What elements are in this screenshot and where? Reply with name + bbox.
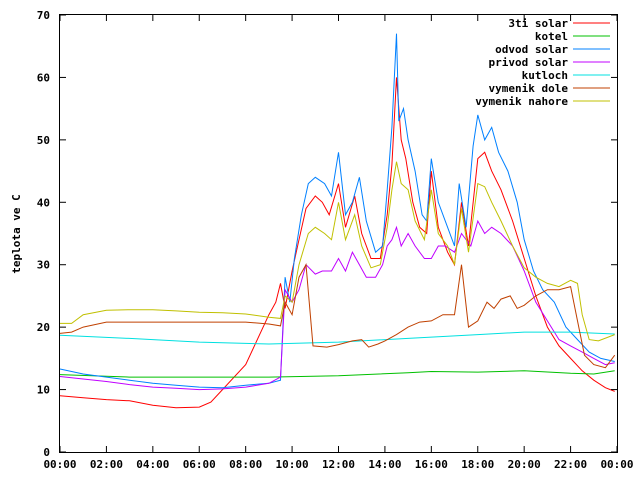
legend-label-5: vymenik dole	[489, 82, 569, 95]
y-tick-label-1: 10	[37, 384, 50, 397]
y-tick-label-3: 30	[37, 259, 50, 272]
y-tick-label-5: 50	[37, 134, 50, 147]
x-tick-label-5: 10:00	[276, 458, 309, 471]
x-tick-label-12: 00:00	[600, 458, 633, 471]
x-tick-label-10: 20:00	[508, 458, 541, 471]
series-line-5	[59, 263, 616, 369]
series-line-6	[60, 161, 615, 342]
y-tick-label-2: 20	[37, 321, 50, 334]
series-layer	[59, 33, 616, 409]
legend-label-4: kutloch	[522, 69, 568, 82]
legend-label-2: odvod solar	[495, 43, 568, 56]
y-axis-title: teplota ve C	[10, 194, 23, 273]
x-tick-label-1: 02:00	[90, 458, 123, 471]
x-tick-label-8: 16:00	[415, 458, 448, 471]
x-tick-label-7: 14:00	[368, 458, 401, 471]
x-tick-label-2: 04:00	[136, 458, 169, 471]
y-tick-label-6: 60	[37, 71, 50, 84]
legend-label-3: privod solar	[489, 56, 569, 69]
plot-frame	[59, 14, 618, 453]
legend-label-6: vymenik nahore	[475, 95, 568, 108]
x-tick-label-0: 00:00	[43, 458, 76, 471]
series-line-0	[59, 77, 615, 409]
x-tick-label-11: 22:00	[554, 458, 587, 471]
series-line-2	[59, 33, 615, 389]
x-tick-label-6: 12:00	[322, 458, 355, 471]
y-tick-label-0: 0	[43, 446, 50, 459]
series-line-3	[59, 219, 615, 391]
x-tick-label-4: 08:00	[229, 458, 262, 471]
series-line-4	[59, 331, 615, 345]
y-tick-label-4: 40	[37, 196, 50, 209]
series-line-1	[59, 370, 615, 378]
x-tick-label-3: 06:00	[183, 458, 216, 471]
legend-label-0: 3ti solar	[508, 17, 568, 30]
ticks-layer: 0 10 20 30 40 50 60 70 00:00 02:00 04:00 06:00 08:00…	[37, 9, 634, 471]
y-tick-label-7: 70	[37, 9, 50, 22]
x-tick-label-9: 18:00	[461, 458, 494, 471]
legend-label-1: kotel	[535, 30, 568, 43]
